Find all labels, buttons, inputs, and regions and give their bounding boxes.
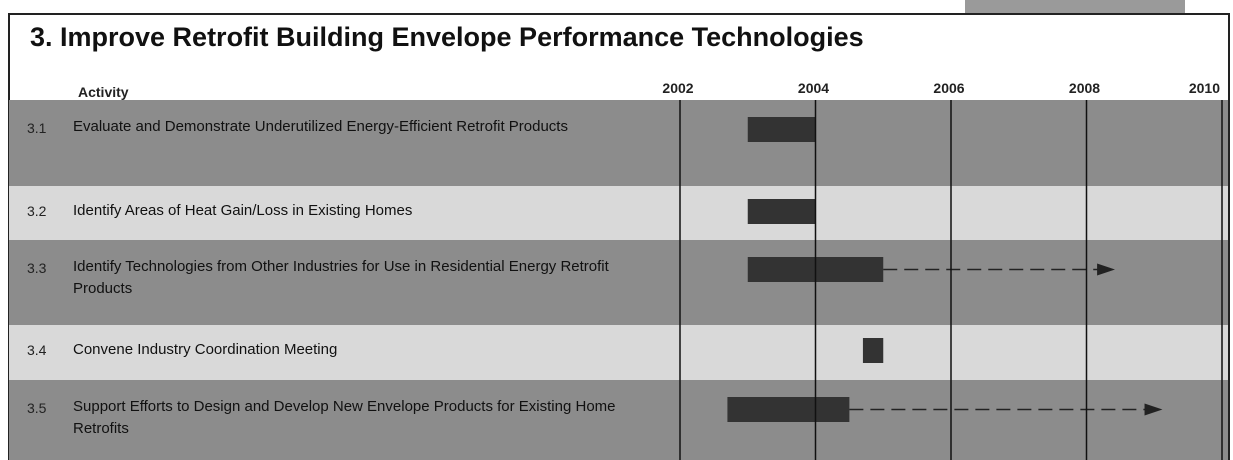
row: 3.4 Convene Industry Coordination Meeting [9, 325, 1228, 380]
row: 3.1 Evaluate and Demonstrate Underutilize… [9, 100, 1228, 186]
task-id: 3.3 [27, 260, 47, 276]
task-label: Identify Technologies from Other Industr… [73, 258, 609, 297]
x-tick-label: 2006 [933, 80, 964, 96]
task-bar [747, 199, 816, 224]
task-bar [862, 338, 884, 363]
task-id: 3.5 [27, 400, 47, 416]
row: 3.2 Identify Areas of Heat Gain/Loss in E… [9, 186, 1228, 240]
task-id: 3.4 [27, 342, 47, 358]
task-bar [747, 117, 816, 142]
x-tick-label: 2004 [798, 80, 829, 96]
x-tick-label: 2010 [1189, 80, 1220, 96]
decor-bar [965, 0, 1185, 13]
x-tick-label: 2002 [662, 80, 693, 96]
task-label: Support Efforts to Design and Develop Ne… [73, 398, 616, 437]
row: 3.3 Identify Technologies from Other Indu… [9, 240, 1228, 325]
task-label: Identify Areas of Heat Gain/Loss in Exis… [73, 202, 413, 219]
task-bar [727, 397, 850, 422]
task-label: Evaluate and Demonstrate Underutilized E… [73, 118, 568, 135]
chart-title: 3. Improve Retrofit Building Envelope Pe… [30, 22, 864, 52]
x-tick-label: 2008 [1069, 80, 1100, 96]
task-id: 3.1 [27, 120, 47, 136]
row: 3.5 Support Efforts to Design and Develop… [9, 380, 1228, 460]
column-header: Activity [78, 84, 129, 100]
task-id: 3.2 [27, 203, 47, 219]
task-label: Convene Industry Coordination Meeting [73, 341, 338, 358]
